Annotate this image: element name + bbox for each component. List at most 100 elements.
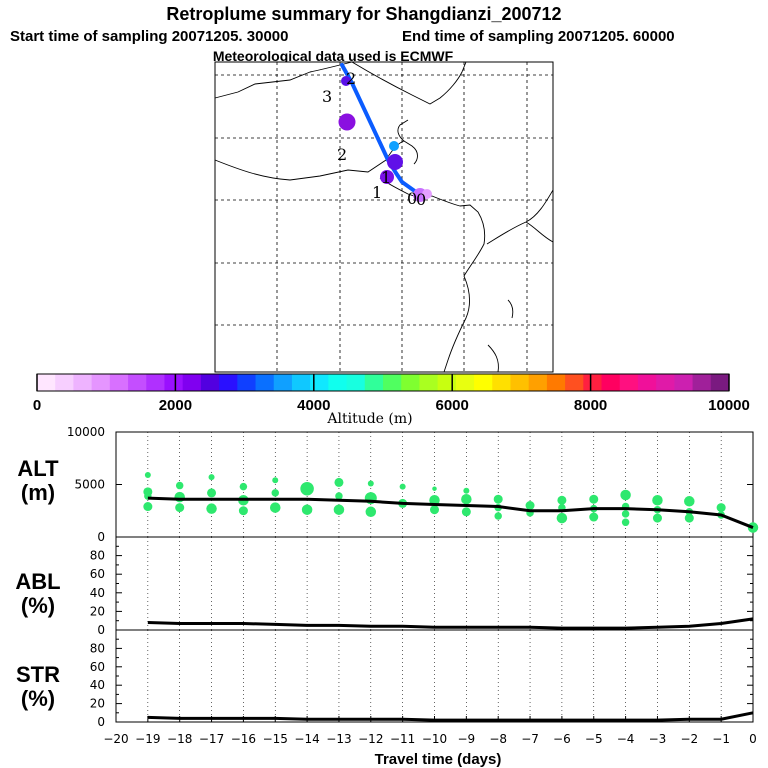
cluster-marker	[389, 141, 399, 151]
panel-label: STR	[16, 662, 60, 687]
colorbar-swatch	[656, 374, 675, 391]
altitude-scatter-point	[175, 481, 184, 490]
altitude-scatter-point	[365, 506, 377, 518]
map-frame	[214, 61, 554, 373]
y-tick-label: 40	[90, 586, 105, 600]
altitude-scatter-point	[430, 505, 439, 515]
colorbar-swatch	[583, 374, 603, 391]
altitude-scatter-point	[589, 512, 599, 522]
y-tick-label: 5000	[74, 478, 105, 492]
altitude-scatter-point	[652, 495, 663, 506]
colorbar-swatch	[710, 374, 730, 391]
map-gridlines	[215, 62, 553, 372]
colorbar-swatch	[109, 374, 129, 391]
day-marker: 0	[416, 190, 426, 209]
x-tick-label: −12	[358, 732, 383, 746]
colorbar-swatch	[510, 374, 530, 391]
colorbar-label: Altitude (m)	[326, 411, 412, 427]
x-tick-label: −10	[422, 732, 447, 746]
day-marker: 0	[407, 189, 417, 208]
colorbar-swatch	[601, 374, 621, 391]
x-tick-label: −20	[103, 732, 128, 746]
altitude-scatter-point	[399, 483, 406, 490]
altitude-scatter-point	[271, 489, 279, 497]
x-tick-label: −5	[585, 732, 603, 746]
colorbar-swatch	[219, 374, 238, 391]
y-tick-label: 0	[97, 623, 105, 637]
colorbar-swatch	[546, 374, 566, 391]
day-marker: 1	[372, 183, 382, 202]
colorbar-swatch	[37, 374, 56, 391]
end-time-label: End time of sampling 20071205. 60000	[402, 28, 675, 45]
colorbar-swatch	[146, 374, 165, 391]
colorbar-swatch	[474, 374, 493, 391]
mean-altitude-line	[147, 496, 754, 529]
colorbar-tick-label: 2000	[159, 397, 192, 414]
x-tick-label: −15	[263, 732, 288, 746]
altitude-scatter-point	[525, 501, 535, 510]
colorbar-swatch	[637, 374, 657, 391]
x-axis: −20 −19 −18 −17 −16 −15 −14 −13 −12 −11 −10 −9 −8 −7−…	[103, 716, 757, 768]
y-tick-label: 0	[97, 530, 105, 544]
colorbar-swatch	[182, 374, 202, 391]
altitude-scatter-point	[367, 480, 374, 487]
cluster-marker	[338, 113, 356, 131]
cluster-marker	[422, 189, 432, 199]
y-tick-label: 80	[90, 641, 105, 655]
colorbar-swatch	[128, 374, 147, 391]
altitude-scatter-point	[461, 507, 471, 517]
x-tick-label: −11	[390, 732, 415, 746]
day-marker: 3	[322, 87, 332, 106]
colorbar-swatch	[674, 374, 694, 391]
figure-title: Retroplume summary for Shangdianzi_20071…	[166, 4, 561, 24]
colorbar-tick-label: 10000	[708, 397, 750, 414]
colorbar-swatch	[255, 374, 275, 391]
altitude-scatter-point	[621, 518, 630, 527]
panel-str: 80 60 40 20 0 STR(%)	[16, 629, 754, 729]
colorbar-swatch	[619, 374, 639, 391]
colorbar-swatch	[291, 374, 311, 391]
altitude-scatter-point	[494, 512, 502, 520]
colorbar-swatch	[528, 374, 548, 391]
colorbar-swatch	[310, 374, 329, 391]
x-tick-label: −13	[326, 732, 351, 746]
altitude-scatter-point	[143, 502, 153, 512]
altitude-scatter-point	[463, 487, 470, 494]
cluster-marker	[341, 76, 351, 86]
altitude-scatter-point	[335, 492, 343, 500]
altitude-scatter-point	[272, 477, 279, 484]
altitude-scatter-point	[270, 502, 281, 513]
colorbar-swatch	[401, 374, 420, 391]
altitude-scatter-point	[239, 482, 248, 491]
colorbar-tick-label: 0	[33, 397, 41, 414]
altitude-scatter-point	[334, 477, 344, 487]
panel-label: ALT	[17, 456, 59, 481]
panel-frame	[115, 629, 754, 723]
colorbar-swatch	[73, 374, 93, 391]
altitude-scatter-point	[144, 472, 151, 479]
x-tick-label: −14	[294, 732, 319, 746]
colorbar-swatch	[273, 374, 293, 391]
start-time-label: Start time of sampling 20071205. 30000	[10, 28, 288, 45]
altitude-scatter-point	[461, 493, 472, 505]
colorbar-tick-label: 6000	[436, 397, 469, 414]
x-tick-label: −3	[649, 732, 667, 746]
plume-cluster-markers	[338, 76, 432, 202]
colorbar-swatch	[55, 374, 74, 391]
altitude-scatter-point	[652, 513, 662, 523]
colorbar-swatch	[692, 374, 712, 391]
y-tick-label: 20	[90, 697, 105, 711]
altitude-colorbar	[37, 374, 730, 391]
altitude-scatter-point	[238, 506, 248, 516]
y-tick-label: 60	[90, 660, 105, 674]
altitude-scatter-point	[684, 496, 695, 507]
colorbar-swatch	[91, 374, 111, 391]
y-tick-label: 20	[90, 604, 105, 618]
fraction-line	[147, 617, 754, 630]
colorbar-tick-label: 8000	[574, 397, 607, 414]
altitude-scatter-point	[333, 504, 345, 515]
x-tick-label: −2	[680, 732, 698, 746]
colorbar-swatch	[200, 374, 220, 391]
colorbar-tick-label: 4000	[297, 397, 330, 414]
panel-unit-label: (m)	[21, 480, 55, 505]
